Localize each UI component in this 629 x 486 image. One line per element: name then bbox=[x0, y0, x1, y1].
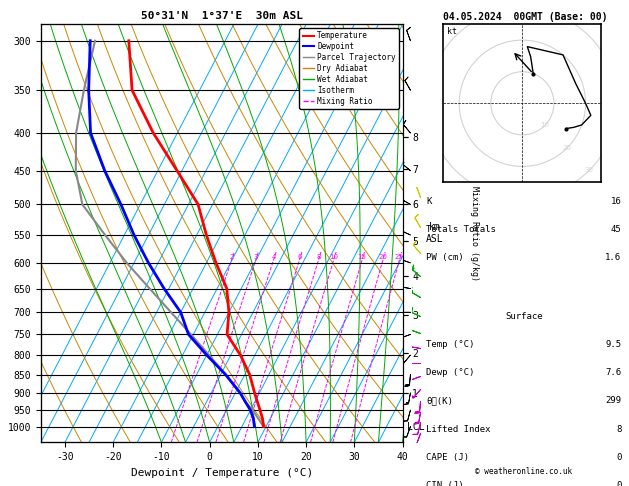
Text: 10: 10 bbox=[329, 254, 338, 260]
Y-axis label: hPa: hPa bbox=[0, 223, 2, 243]
Text: 8: 8 bbox=[616, 425, 621, 434]
Legend: Temperature, Dewpoint, Parcel Trajectory, Dry Adiabat, Wet Adiabat, Isotherm, Mi: Temperature, Dewpoint, Parcel Trajectory… bbox=[299, 28, 399, 109]
Text: CAPE (J): CAPE (J) bbox=[426, 453, 469, 462]
Text: 20: 20 bbox=[562, 144, 571, 151]
Y-axis label: km
ASL: km ASL bbox=[426, 223, 443, 244]
Text: 25: 25 bbox=[395, 254, 404, 260]
Text: Totals Totals: Totals Totals bbox=[426, 225, 496, 234]
Text: 6: 6 bbox=[297, 254, 302, 260]
Text: kt: kt bbox=[447, 27, 457, 36]
Text: 7.6: 7.6 bbox=[605, 368, 621, 377]
Text: 8: 8 bbox=[316, 254, 321, 260]
Y-axis label: Mixing Ratio (g/kg): Mixing Ratio (g/kg) bbox=[470, 186, 479, 281]
Text: 20: 20 bbox=[379, 254, 387, 260]
Text: 16: 16 bbox=[611, 197, 621, 206]
Text: 4: 4 bbox=[271, 254, 276, 260]
Text: 9.5: 9.5 bbox=[605, 340, 621, 349]
Text: 3: 3 bbox=[253, 254, 258, 260]
Text: 1.6: 1.6 bbox=[605, 253, 621, 262]
Text: PW (cm): PW (cm) bbox=[426, 253, 464, 262]
X-axis label: Dewpoint / Temperature (°C): Dewpoint / Temperature (°C) bbox=[131, 468, 313, 478]
Text: 30: 30 bbox=[584, 167, 593, 173]
Text: 2: 2 bbox=[230, 254, 234, 260]
Text: Dewp (°C): Dewp (°C) bbox=[426, 368, 475, 377]
Text: 15: 15 bbox=[358, 254, 367, 260]
Text: 299: 299 bbox=[605, 397, 621, 405]
Text: Surface: Surface bbox=[505, 312, 543, 321]
Text: 0: 0 bbox=[616, 453, 621, 462]
Text: 10: 10 bbox=[540, 122, 549, 128]
Text: 45: 45 bbox=[611, 225, 621, 234]
Text: Temp (°C): Temp (°C) bbox=[426, 340, 475, 349]
Text: θᴇ(K): θᴇ(K) bbox=[426, 397, 454, 405]
Title: 50°31'N  1°37'E  30m ASL: 50°31'N 1°37'E 30m ASL bbox=[141, 11, 303, 21]
Text: LCL: LCL bbox=[407, 422, 425, 432]
Text: © weatheronline.co.uk: © weatheronline.co.uk bbox=[476, 467, 572, 476]
Text: 0: 0 bbox=[616, 481, 621, 486]
Text: K: K bbox=[426, 197, 432, 206]
Text: 04.05.2024  00GMT (Base: 00): 04.05.2024 00GMT (Base: 00) bbox=[443, 12, 608, 22]
Text: CIN (J): CIN (J) bbox=[426, 481, 464, 486]
Text: Lifted Index: Lifted Index bbox=[426, 425, 491, 434]
